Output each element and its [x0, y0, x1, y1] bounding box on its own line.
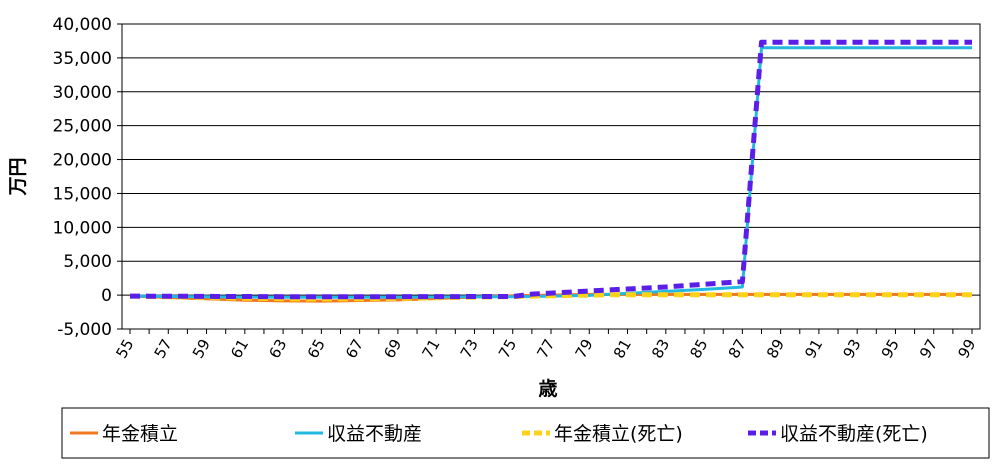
y-axis-ticks: -5,000 0 5,000 10,000 15,000 20,000 25,000 30,0…: [53, 15, 122, 340]
legend: 年金積立 収益不動産 年金積立(死亡) 収益不動産(死亡): [70, 423, 928, 445]
y-axis-title: 万円: [7, 157, 29, 196]
y-tick-label: 15,000: [53, 184, 112, 204]
legend-label: 年金積立: [102, 423, 178, 445]
y-tick-label: 5,000: [63, 252, 112, 272]
series-line-3: [129, 292, 972, 302]
y-tick-label: 10,000: [53, 218, 112, 238]
y-tick-label: 25,000: [53, 117, 112, 137]
y-tick-label: 20,000: [53, 151, 112, 171]
y-tick-label: 35,000: [53, 49, 112, 69]
series-lines: [129, 39, 972, 303]
legend-label: 収益不動産: [327, 423, 422, 445]
legend-label: 収益不動産(死亡): [780, 423, 928, 445]
series-line-4: [129, 39, 972, 300]
y-tick-label: 0: [101, 286, 112, 306]
y-tick-label: 40,000: [53, 15, 112, 35]
legend-label: 年金積立(死亡): [554, 423, 683, 445]
y-tick-label: -5,000: [57, 320, 112, 340]
x-axis-title: 歳: [538, 378, 557, 400]
y-tick-label: 30,000: [53, 83, 112, 103]
